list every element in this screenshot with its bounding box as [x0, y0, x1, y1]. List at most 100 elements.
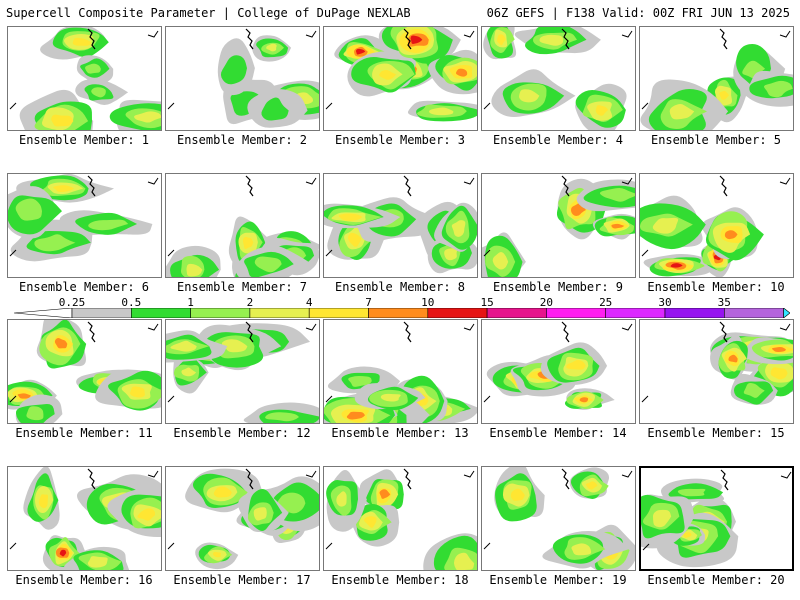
coastline: [9, 249, 17, 257]
coastline: [463, 30, 475, 38]
ensemble-member-label: Ensemble Member: 14: [489, 426, 627, 440]
coastline: [621, 323, 633, 331]
scp-field-map: [324, 175, 477, 274]
lake-outline: [719, 321, 728, 343]
colorbar-tick-label: 15: [480, 296, 494, 309]
ensemble-member-label: Ensemble Member: 17: [173, 573, 311, 587]
member-map-panel[interactable]: [323, 26, 478, 131]
ensemble-member-label: Ensemble Member: 6: [18, 280, 150, 294]
scp-contour: [15, 198, 42, 221]
member-map-panel[interactable]: [639, 319, 794, 424]
coastline: [621, 470, 633, 478]
scp-contour: [72, 37, 92, 46]
colorbar-tick-label: 20: [539, 296, 554, 309]
scp-contour: [253, 507, 267, 521]
member-map-panel[interactable]: [481, 173, 636, 278]
member-map-panel[interactable]: [639, 26, 794, 131]
coastline: [9, 542, 17, 550]
scp-contour: [492, 251, 509, 270]
member-map-panel[interactable]: [481, 319, 636, 424]
coastline: [483, 249, 491, 257]
member-map-panel[interactable]: [7, 319, 162, 424]
colorbar-tick-label: 4: [305, 296, 313, 309]
member-map-panel[interactable]: [165, 173, 320, 278]
member-map-panel[interactable]: [7, 466, 162, 571]
scp-field-map: [8, 320, 161, 423]
scp-contour: [410, 35, 423, 44]
member-map-panel[interactable]: [323, 173, 478, 278]
scp-field-map: [482, 175, 635, 277]
scp-contour: [771, 347, 786, 352]
colorbar-tick-label: 1: [187, 296, 194, 309]
coastline: [642, 543, 650, 551]
scp-contour: [539, 34, 564, 46]
scp-contour: [348, 376, 372, 387]
scp-contour: [59, 549, 67, 557]
colorbar-tick-label: 7: [365, 296, 372, 309]
scp-contour: [451, 220, 466, 237]
scp-contour: [38, 494, 49, 509]
member-map-panel[interactable]: [323, 319, 478, 424]
scp-contour: [220, 55, 247, 85]
ensemble-member-label: Ensemble Member: 18: [331, 573, 469, 587]
scp-contour: [266, 43, 277, 52]
coastline: [463, 177, 475, 185]
scp-field-map: [8, 174, 159, 262]
coastline: [780, 471, 792, 479]
colorbar-tick-label: 35: [717, 296, 731, 309]
scp-contour: [652, 217, 679, 234]
coastline: [147, 323, 159, 331]
lake-outline: [561, 175, 570, 197]
colorbar-segment: [249, 308, 310, 318]
member-map-panel[interactable]: [7, 26, 162, 131]
coastline: [641, 102, 649, 110]
scp-contour: [355, 48, 366, 55]
scp-field-map: [483, 321, 633, 410]
coastline: [463, 323, 475, 331]
colorbar-segment: [605, 308, 666, 318]
member-map-panel[interactable]: [323, 466, 478, 571]
scp-contour: [496, 34, 506, 46]
scp-contour: [346, 411, 365, 420]
colorbar-cap-right: [783, 308, 790, 318]
colorbar-tick-label: 30: [658, 296, 672, 309]
member-map-panel[interactable]: [165, 319, 320, 424]
ensemble-member-label: Ensemble Member: 1: [18, 133, 150, 147]
scp-contour: [728, 354, 738, 363]
scp-contour: [453, 552, 475, 570]
member-map-panel[interactable]: [165, 26, 320, 131]
colorbar-segment: [368, 308, 429, 318]
scp-contour: [338, 213, 363, 221]
colorbar-tick-label: 0.5: [121, 296, 142, 309]
scp-field-map: [325, 468, 477, 570]
scp-contour: [26, 406, 44, 421]
member-map-panel[interactable]: [7, 173, 162, 278]
member-map-panel[interactable]: [639, 173, 794, 278]
member-map-panel[interactable]: [481, 466, 636, 571]
scp-contour: [519, 89, 540, 103]
scp-contour: [137, 508, 155, 521]
scp-contour: [455, 68, 468, 77]
scp-contour: [566, 359, 586, 370]
member-map-panel[interactable]: [639, 466, 794, 571]
member-map-panel[interactable]: [481, 26, 636, 131]
lake-outline: [561, 28, 570, 50]
coastline: [167, 249, 175, 257]
scp-field-map: [325, 27, 477, 122]
scp-contour: [571, 543, 592, 556]
ensemble-member-label: Ensemble Member: 15: [647, 426, 785, 440]
scp-contour: [221, 339, 248, 353]
colorbar-segment: [664, 308, 725, 318]
scp-contour: [444, 247, 458, 261]
ensemble-member-label: Ensemble Member: 16: [15, 573, 153, 587]
coastline: [641, 395, 649, 403]
member-map-panel[interactable]: [165, 466, 320, 571]
scp-contour: [585, 481, 598, 490]
scp-contour: [181, 367, 197, 377]
coastline: [147, 177, 159, 185]
scp-contour: [170, 340, 197, 352]
coastline: [483, 102, 491, 110]
scp-contour: [213, 551, 221, 558]
colorbar-segment: [723, 308, 784, 318]
scp-contour: [242, 236, 254, 250]
